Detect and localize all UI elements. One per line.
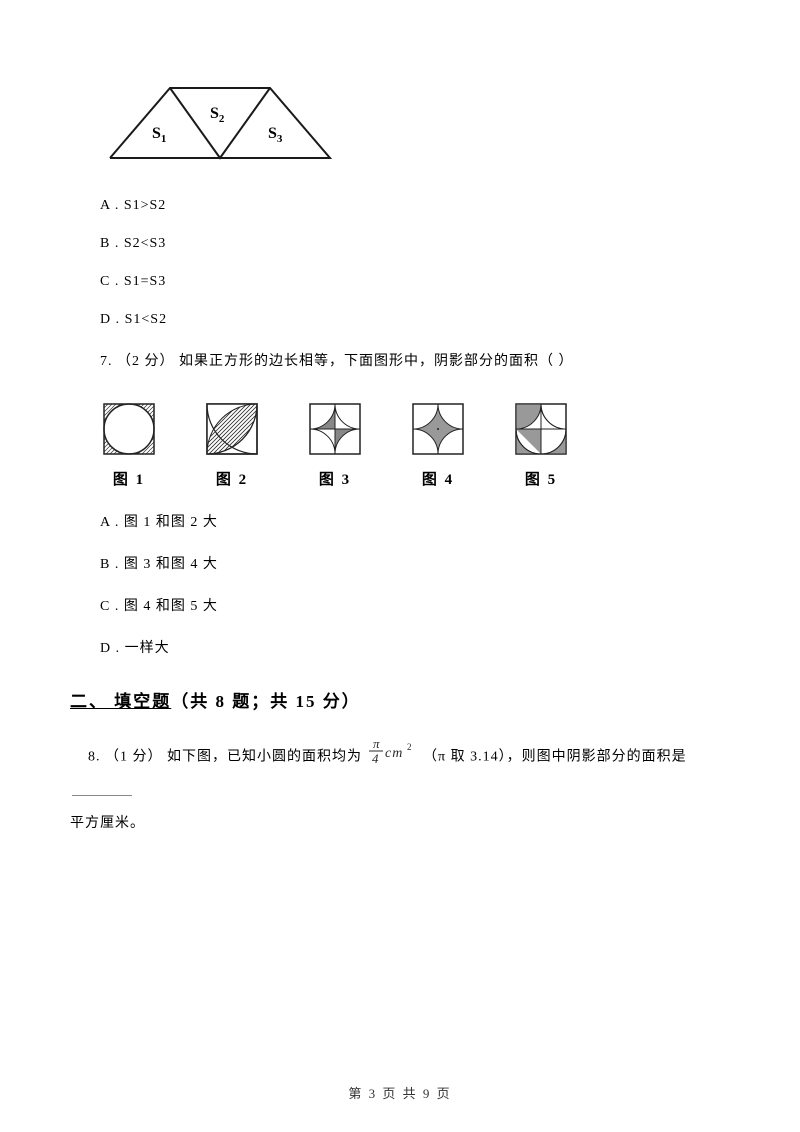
figure-2-label: 图 2	[216, 468, 248, 489]
figure-1-svg	[100, 400, 158, 458]
q6-option-b: B . S2<S3	[100, 236, 730, 252]
figure-3-label: 图 3	[319, 468, 351, 489]
svg-text:S3: S3	[268, 125, 283, 145]
figure-1: 图 1	[100, 400, 158, 489]
q8-pre: 8. （1 分） 如下图，已知小圆的面积均为	[88, 750, 367, 765]
figure-3: 图 3	[306, 400, 364, 489]
figure-5-label: 图 5	[525, 468, 557, 489]
figure-4-label: 图 4	[422, 468, 454, 489]
figure-5-svg	[512, 400, 570, 458]
section-2-title: 二、 填空题	[70, 692, 171, 711]
figure-4-svg	[409, 400, 467, 458]
q6-option-c: C . S1=S3	[100, 274, 730, 290]
figure-3-svg	[306, 400, 364, 458]
q8-text: 8. （1 分） 如下图，已知小圆的面积均为 π 4 cm 2 （π 取 3.1…	[70, 737, 730, 839]
figure-2-svg	[203, 400, 261, 458]
formula-pi-over-4-cm2: π 4 cm 2	[367, 737, 419, 778]
svg-text:cm: cm	[385, 746, 403, 761]
q8-mid: （π 取 3.14），则图中阴影部分的面积是	[423, 750, 687, 765]
svg-text:4: 4	[372, 751, 380, 765]
q7-text: 7. （2 分） 如果正方形的边长相等，下面图形中，阴影部分的面积（ ）	[100, 350, 730, 370]
section-2-rest: （共 8 题；共 15 分）	[171, 692, 361, 711]
trapezoid-svg: S1 S2 S3	[100, 80, 340, 168]
q6-option-a: A . S1>S2	[100, 198, 730, 214]
q7-option-a: A . 图 1 和图 2 大	[100, 511, 730, 531]
svg-text:π: π	[373, 737, 381, 751]
q8-post: 平方厘米。	[70, 816, 145, 831]
svg-text:2: 2	[407, 742, 413, 752]
q6-option-d: D . S1<S2	[100, 312, 730, 328]
q7-option-c: C . 图 4 和图 5 大	[100, 595, 730, 615]
figure-5: 图 5	[512, 400, 570, 489]
q7-option-b: B . 图 3 和图 4 大	[100, 553, 730, 573]
trapezoid-diagram: S1 S2 S3	[100, 80, 730, 173]
q7-figures-row: 图 1 图 2	[100, 400, 730, 489]
section-2-header: 二、 填空题（共 8 题；共 15 分）	[70, 687, 730, 712]
q8-blank	[72, 795, 132, 796]
figure-2: 图 2	[203, 400, 261, 489]
figure-4: 图 4	[409, 400, 467, 489]
figure-1-label: 图 1	[113, 468, 145, 489]
page-footer: 第 3 页 共 9 页	[0, 1083, 800, 1102]
svg-text:S1: S1	[152, 125, 166, 145]
q7-option-d: D . 一样大	[100, 637, 730, 657]
svg-text:S2: S2	[210, 105, 225, 125]
